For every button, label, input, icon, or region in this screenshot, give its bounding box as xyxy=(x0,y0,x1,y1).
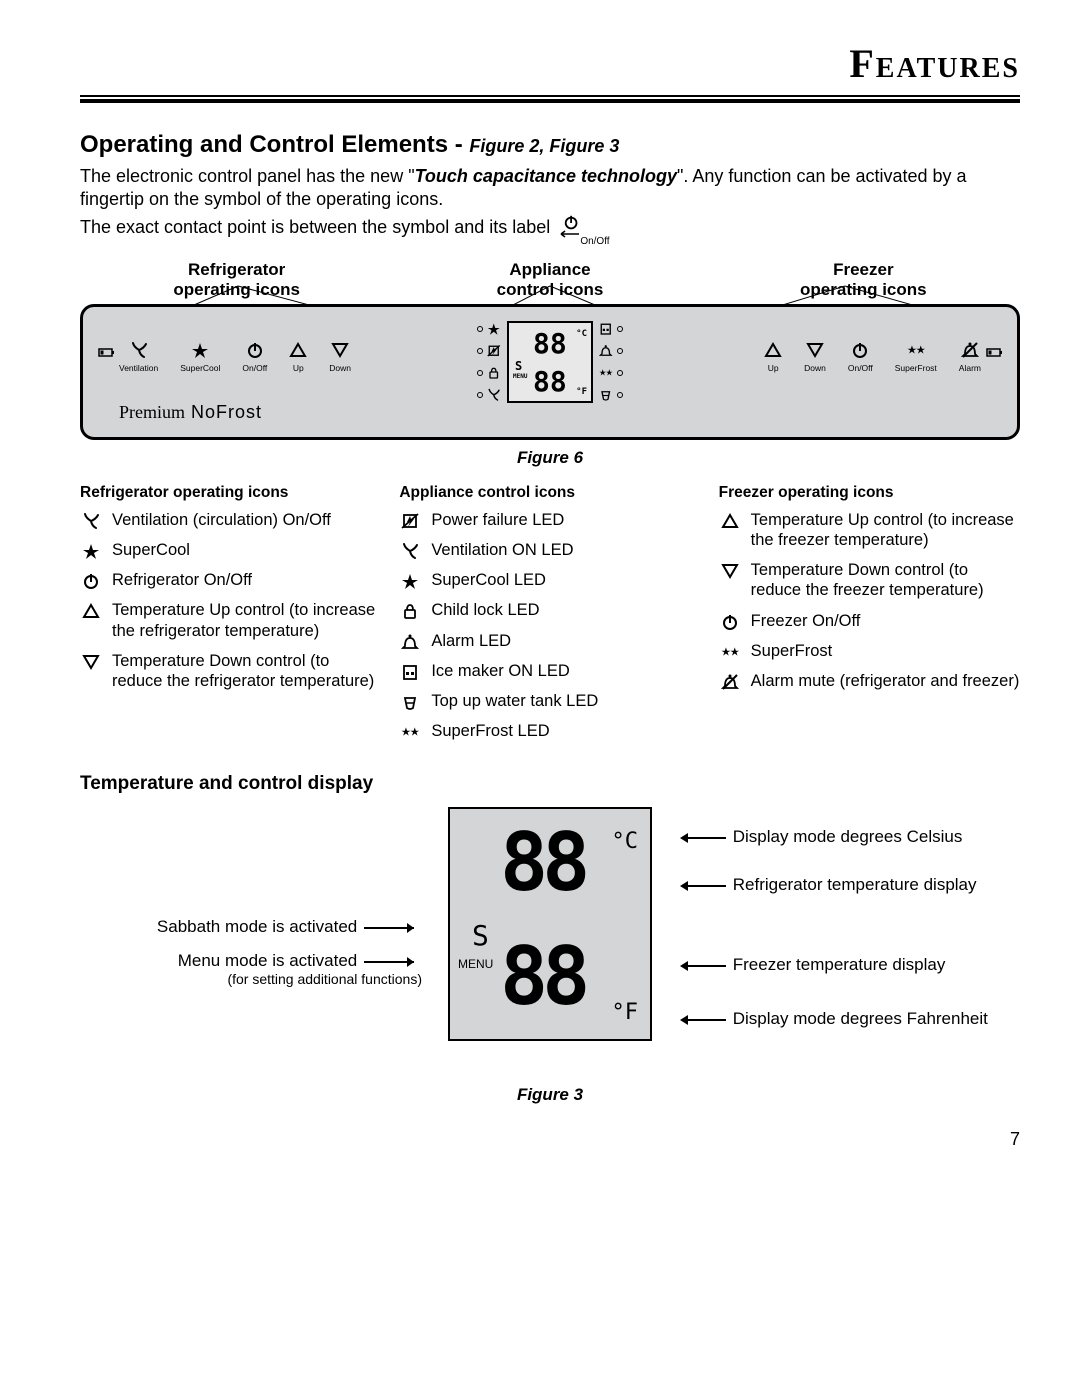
page-header: Features xyxy=(80,40,1020,103)
legend-item: Alarm mute (refrigerator and freezer) xyxy=(719,671,1020,691)
powerfail-icon xyxy=(401,512,419,530)
annotation-sabbath: Sabbath mode is activated xyxy=(157,917,422,937)
fahrenheit-indicator: °F xyxy=(612,1000,639,1025)
supercool-icon xyxy=(82,542,100,560)
panel-alarm-icon: Alarm xyxy=(959,341,981,373)
temp-lcd-panel: 88 °C S MENU 88 °F xyxy=(448,807,652,1041)
legend-item: SuperCool xyxy=(80,540,381,560)
premium-label: Premium NoFrost xyxy=(119,402,262,423)
led-column-left xyxy=(477,322,501,402)
supercool-icon xyxy=(401,572,419,590)
column-headers: Refrigerator operating icons Appliance c… xyxy=(80,260,1020,300)
page-number: 7 xyxy=(80,1129,1020,1150)
legend-item: Power failure LED xyxy=(399,510,700,530)
panel-supercool-icon: SuperCool xyxy=(180,341,220,373)
legend-item: SuperFrost LED xyxy=(399,721,700,741)
annotation-refrig-temp: Refrigerator temperature display xyxy=(678,875,977,895)
section-heading: Operating and Control Elements - Figure … xyxy=(80,131,1020,159)
legend-item: Freezer On/Off xyxy=(719,611,1020,631)
intro-paragraph-1: The electronic control panel has the new… xyxy=(80,165,1020,210)
up-icon xyxy=(82,602,100,620)
legend-item: Child lock LED xyxy=(399,600,700,620)
legend-item: Temperature Up control (to increase the … xyxy=(719,510,1020,550)
down-icon xyxy=(331,341,349,359)
sabbath-indicator: S xyxy=(472,919,489,952)
up-icon xyxy=(289,341,307,359)
down-icon xyxy=(806,341,824,359)
lcd-screen: 88 °C S MENU 88 °F xyxy=(507,321,593,403)
supercool-icon xyxy=(191,341,209,359)
legend-item: Ventilation ON LED xyxy=(399,540,700,560)
power-icon xyxy=(82,572,100,590)
alarm-mute-icon xyxy=(721,673,739,691)
panel-down-icon: Down xyxy=(804,341,826,373)
up-icon xyxy=(764,341,782,359)
annotation-fahrenheit: Display mode degrees Fahrenheit xyxy=(678,1009,988,1029)
ventilation-icon xyxy=(82,512,100,530)
legend-item: Ventilation (circulation) On/Off xyxy=(80,510,381,530)
up-icon xyxy=(721,512,739,530)
freezer-temp-display: 88 xyxy=(500,937,584,1017)
down-icon xyxy=(82,653,100,671)
legend-col1-title: Refrigerator operating icons xyxy=(80,484,381,502)
figure-6-caption: Figure 6 xyxy=(80,448,1020,468)
legend-item: SuperFrost xyxy=(719,641,1020,661)
temperature-display-figure: 88 °C S MENU 88 °F Sabbath mode is activ… xyxy=(80,807,1020,1077)
header-title: Features xyxy=(80,40,1020,87)
legend-col3-title: Freezer operating icons xyxy=(719,484,1020,502)
legend-columns: Refrigerator operating icons Ventilation… xyxy=(80,484,1020,751)
control-panel-figure: Ventilation SuperCool On/Off Up Down Up Down O… xyxy=(80,304,1020,440)
legend-item: Alarm LED xyxy=(399,631,700,651)
temp-display-heading: Temperature and control display xyxy=(80,773,1020,795)
menu-indicator: MENU xyxy=(458,957,493,971)
superfrost-icon xyxy=(907,341,925,359)
superfrost-icon xyxy=(721,643,739,661)
power-icon xyxy=(721,613,739,631)
legend-col2-title: Appliance control icons xyxy=(399,484,700,502)
power-icon xyxy=(246,341,264,359)
col-header-refrigerator: Refrigerator operating icons xyxy=(80,260,393,300)
panel-up-icon: Up xyxy=(289,341,307,373)
center-display: 88 °C S MENU 88 °F xyxy=(477,321,623,403)
battery-icon xyxy=(985,343,1003,361)
panel-power-icon: On/Off xyxy=(242,341,267,373)
alarm-icon xyxy=(961,341,979,359)
legend-item: Refrigerator On/Off xyxy=(80,570,381,590)
annotation-celsius: Display mode degrees Celsius xyxy=(678,827,962,847)
legend-item: Temperature Down control (to reduce the … xyxy=(80,651,381,691)
ventilation-icon xyxy=(401,542,419,560)
legend-item: Ice maker ON LED xyxy=(399,661,700,681)
col-header-appliance: Appliance control icons xyxy=(393,260,706,300)
water-icon xyxy=(401,693,419,711)
led-column-right xyxy=(599,322,623,402)
legend-item: SuperCool LED xyxy=(399,570,700,590)
childlock-icon xyxy=(401,602,419,620)
down-icon xyxy=(721,562,739,580)
alarm-led-icon xyxy=(401,633,419,651)
celsius-indicator: °C xyxy=(612,829,639,854)
panel-superfrost-icon: SuperFrost xyxy=(895,341,937,373)
panel-up-icon: Up xyxy=(764,341,782,373)
intro-paragraph-2: The exact contact point is between the s… xyxy=(80,214,1020,242)
annotation-freezer-temp: Freezer temperature display xyxy=(678,955,945,975)
annotation-menu: Menu mode is activated (for setting addi… xyxy=(178,951,422,987)
figure-3-caption: Figure 3 xyxy=(80,1085,1020,1105)
power-icon xyxy=(851,341,869,359)
ventilation-icon xyxy=(130,341,148,359)
superfrost-icon xyxy=(401,723,419,741)
col-header-freezer: Freezer operating icons xyxy=(707,260,1020,300)
panel-down-icon: Down xyxy=(329,341,351,373)
legend-item: Temperature Down control (to reduce the … xyxy=(719,560,1020,600)
panel-power-icon: On/Off xyxy=(848,341,873,373)
legend-item: Top up water tank LED xyxy=(399,691,700,711)
icemaker-icon xyxy=(401,663,419,681)
legend-item: Temperature Up control (to increase the … xyxy=(80,600,381,640)
panel-ventilation-icon: Ventilation xyxy=(119,341,158,373)
refrigerator-temp-display: 88 xyxy=(500,823,584,903)
